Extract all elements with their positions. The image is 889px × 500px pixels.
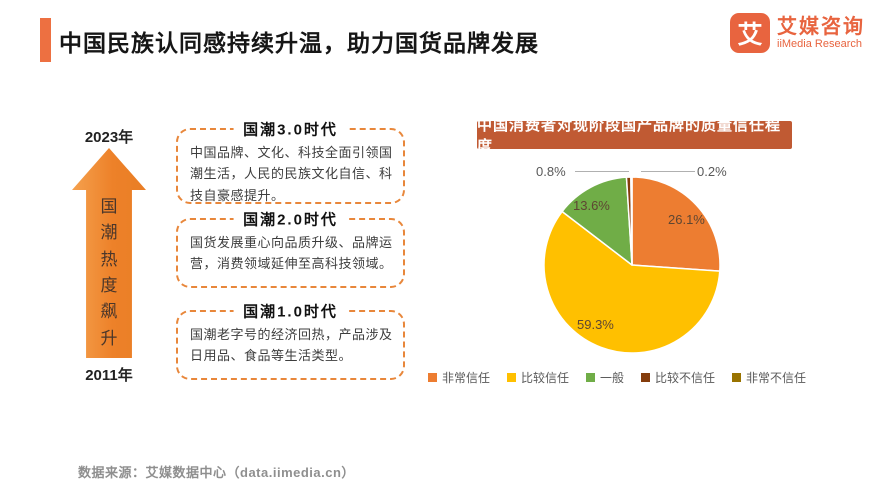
arrow-vertical-label: 国潮热度飙升 [100,197,118,348]
brand-name-en: iiMedia Research [777,37,862,50]
pie-label-rather-distrust: 0.8% [536,164,566,179]
legend-swatch [585,373,595,382]
data-source-note: 数据来源：艾媒数据中心（data.iimedia.cn） [78,465,355,480]
era-box-2-0: 国潮2.0时代 国货发展重心向品质升级、品牌运营，消费领域延伸至高科技领域。 [176,208,405,288]
chart-title: 中国消费者对现阶段国产品牌的质量信任程度 [477,117,792,155]
page-title: 中国民族认同感持续升温，助力国货品牌发展 [59,30,539,56]
pie-slice-4 [630,176,633,266]
pie-chart [543,176,721,354]
pie-label-very-trust: 26.1% [668,212,705,227]
era-box-3-0: 国潮3.0时代 中国品牌、文化、科技全面引领国潮生活，人民的民族文化自信、科技自… [176,118,405,204]
chart-legend: 非常信任 比较信任 一般 比较不信任 非常不信任 [428,369,806,386]
era-description: 国潮老字号的经济回热，产品涉及日用品、食品等生活类型。 [190,327,393,364]
brand-logo-icon: 艾 [730,13,770,53]
legend-item: 比较不信任 [640,369,715,386]
pie-label-very-distrust: 0.2% [697,164,727,179]
timeline-year-bottom: 2011年 [85,367,133,384]
era-title: 国潮1.0时代 [233,300,348,322]
pie-label-neutral: 13.6% [573,198,610,213]
legend-swatch [506,373,516,382]
legend-item: 一般 [585,369,624,386]
pie-slice-2 [561,176,633,266]
leader-line-right [641,171,695,172]
legend-swatch [731,373,741,382]
era-title: 国潮2.0时代 [233,208,348,230]
era-title: 国潮3.0时代 [233,118,348,140]
title-accent-bar [40,18,51,62]
legend-item: 非常信任 [428,369,490,386]
pie-label-rather-trust: 59.3% [577,317,614,332]
brand-name-cn: 艾媒咨询 [777,15,865,38]
pie-slice-1 [543,210,721,354]
leader-line-left [575,171,629,172]
era-box-1-0: 国潮1.0时代 国潮老字号的经济回热，产品涉及日用品、食品等生活类型。 [176,300,405,380]
era-description: 中国品牌、文化、科技全面引领国潮生活，人民的民族文化自信、科技自豪感提升。 [190,145,393,203]
era-description: 国货发展重心向品质升级、品牌运营，消费领域延伸至高科技领域。 [190,235,393,272]
pie-slice-0 [631,176,721,272]
legend-item: 比较信任 [506,369,569,386]
legend-swatch [428,373,437,382]
legend-item: 非常不信任 [731,369,806,386]
legend-swatch [640,373,650,382]
brand-logo: 艾 艾媒咨询 iiMedia Research [730,13,865,53]
timeline-year-top: 2023年 [84,129,134,146]
